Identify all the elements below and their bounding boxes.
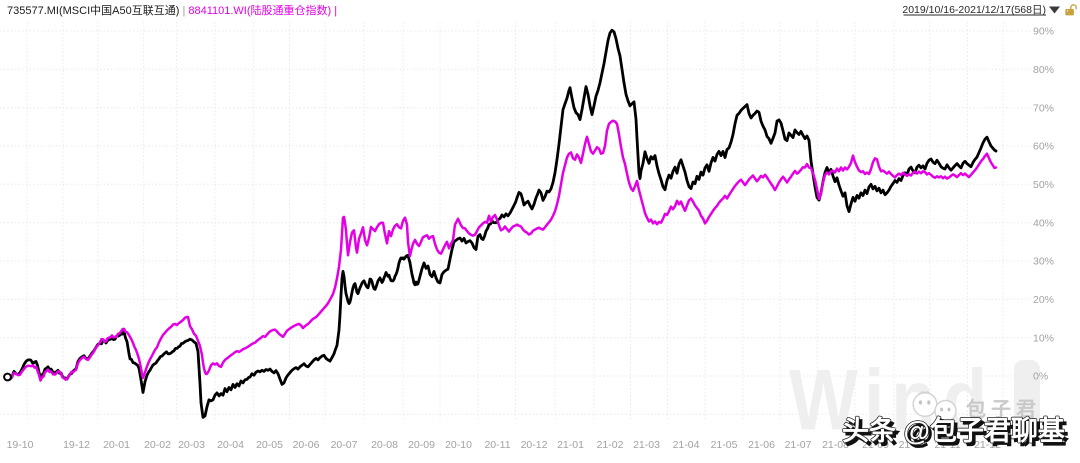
svg-text:20-06: 20-06 xyxy=(293,439,320,451)
svg-text:21-04: 21-04 xyxy=(673,439,700,451)
svg-text:20-01: 20-01 xyxy=(103,439,130,451)
svg-text:Wind: Wind xyxy=(789,352,994,448)
svg-text:包子君: 包子君 xyxy=(966,397,1041,421)
svg-text:90%: 90% xyxy=(1033,26,1054,38)
svg-text:20-07: 20-07 xyxy=(331,439,358,451)
svg-text:0%: 0% xyxy=(1033,371,1048,383)
svg-text:20-02: 20-02 xyxy=(144,439,171,451)
svg-text:20-10: 20-10 xyxy=(445,439,472,451)
svg-text:20-08: 20-08 xyxy=(371,439,398,451)
svg-text:21-10: 21-10 xyxy=(899,439,926,451)
svg-text:21-11: 21-11 xyxy=(934,439,960,451)
svg-text:20-05: 20-05 xyxy=(256,439,283,451)
svg-text:19-12: 19-12 xyxy=(63,439,90,451)
svg-text:70%: 70% xyxy=(1033,102,1054,114)
svg-text:20-03: 20-03 xyxy=(178,439,205,451)
svg-text:头条 @包子君聊基: 头条 @包子君聊基 xyxy=(845,418,1069,449)
svg-text:735577.MI(MSCI中国A50互联互通) | 884: 735577.MI(MSCI中国A50互联互通) | 8841101.WI(陆股… xyxy=(7,3,337,17)
svg-text:21-08: 21-08 xyxy=(822,439,849,451)
svg-text:20-09: 20-09 xyxy=(408,439,435,451)
svg-text:21-06: 21-06 xyxy=(748,439,775,451)
svg-text:60%: 60% xyxy=(1033,141,1054,153)
svg-text:30%: 30% xyxy=(1033,256,1054,268)
svg-text:80%: 80% xyxy=(1033,64,1054,76)
svg-text:10%: 10% xyxy=(1033,332,1054,344)
svg-text:21-01: 21-01 xyxy=(557,439,584,451)
svg-text:21-12: 21-12 xyxy=(974,439,1001,451)
svg-text:20-11: 20-11 xyxy=(484,439,510,451)
svg-text:20%: 20% xyxy=(1033,294,1054,306)
svg-text:21-09: 21-09 xyxy=(862,439,889,451)
svg-text:2019/10/16-2021/12/17(568日): 2019/10/16-2021/12/17(568日) xyxy=(902,4,1046,16)
svg-text:20-04: 20-04 xyxy=(217,439,244,451)
svg-text:20-12: 20-12 xyxy=(521,439,548,451)
svg-text:21-07: 21-07 xyxy=(785,439,812,451)
svg-text:21-03: 21-03 xyxy=(633,439,660,451)
svg-text:40%: 40% xyxy=(1033,217,1054,229)
svg-text:21-02: 21-02 xyxy=(597,439,624,451)
svg-text:50%: 50% xyxy=(1033,179,1054,191)
svg-text:19-10: 19-10 xyxy=(7,439,34,451)
svg-text:头条 @包子君聊基: 头条 @包子君聊基 xyxy=(842,415,1066,446)
svg-text:21-05: 21-05 xyxy=(711,439,738,451)
